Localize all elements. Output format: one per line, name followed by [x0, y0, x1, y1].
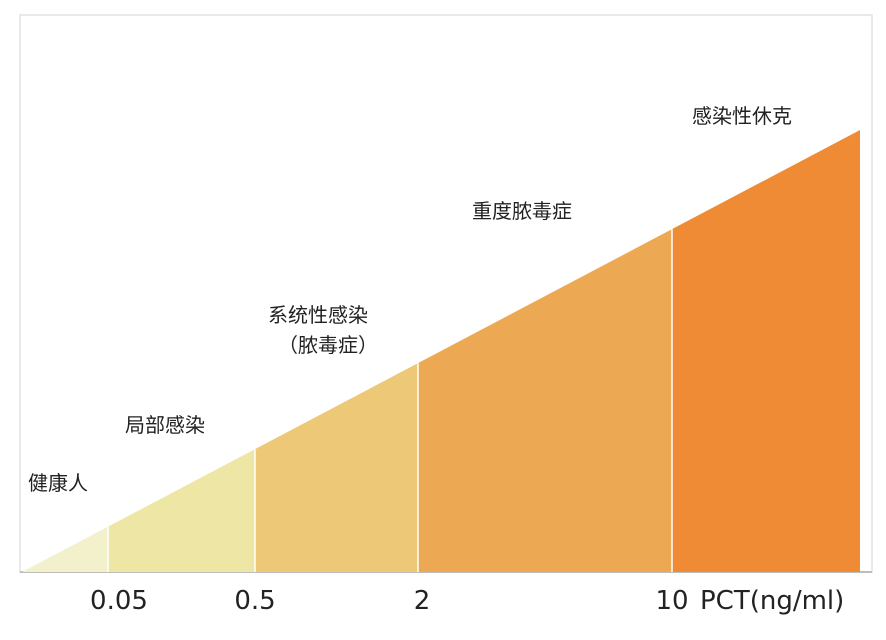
stage-area [418, 229, 672, 572]
threshold-label: 0.5 [234, 586, 275, 616]
stage-label: （脓毒症） [278, 333, 378, 357]
stage-label: 重度脓毒症 [472, 199, 572, 223]
axis-label: PCT(ng/ml) [700, 586, 844, 616]
stage-label: 感染性休克 [692, 104, 792, 128]
stage-label: 系统性感染 [268, 303, 368, 327]
stage-area [672, 130, 860, 572]
stage-area [22, 526, 108, 572]
stage-label: 健康人 [28, 471, 88, 495]
stage-area [108, 449, 255, 572]
threshold-label: 10 [655, 586, 688, 616]
stage-area [255, 363, 418, 572]
stage-label: 局部感染 [125, 413, 205, 437]
threshold-label: 2 [414, 586, 431, 616]
threshold-label: 0.05 [90, 586, 148, 616]
